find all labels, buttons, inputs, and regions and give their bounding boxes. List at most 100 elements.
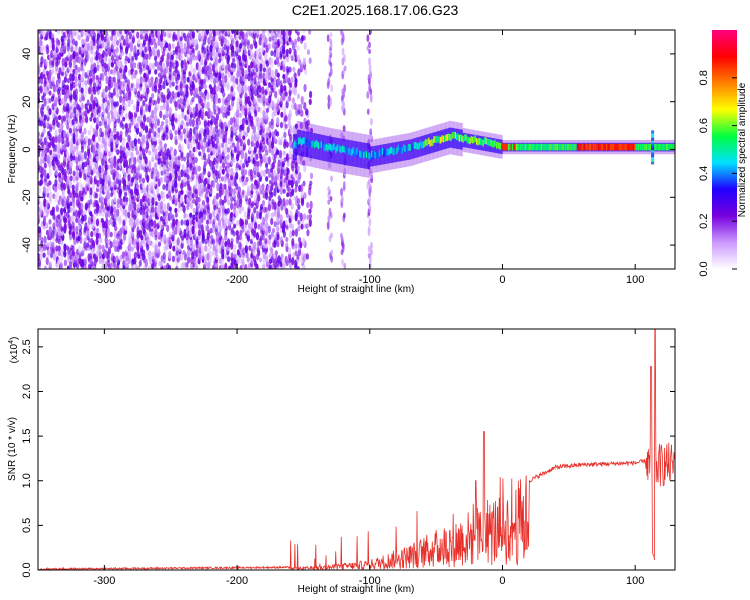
noise-band-cell — [341, 47, 345, 56]
noise-cell — [58, 128, 62, 134]
noise-cell — [276, 231, 280, 238]
signal-core — [372, 152, 374, 159]
noise-cell — [57, 250, 62, 257]
noise-cell — [232, 230, 236, 237]
noise-cell — [86, 157, 90, 166]
noise-cell — [290, 39, 294, 45]
noise-cell — [214, 93, 219, 101]
y-tick-label: 1.0 — [21, 473, 33, 488]
signal-core — [320, 141, 323, 149]
signal-core — [487, 138, 490, 146]
noise-cell — [87, 129, 92, 136]
noise-cell — [133, 257, 137, 265]
noise-cell — [68, 223, 72, 231]
noise-cell — [148, 160, 152, 169]
noise-cell — [71, 188, 75, 196]
noise-cell — [156, 131, 161, 139]
noise-cell — [42, 128, 46, 134]
noise-cell — [217, 218, 222, 227]
signal-core — [664, 143, 666, 151]
signal-core — [357, 151, 360, 158]
noise-cell — [142, 99, 146, 107]
noise-cell — [256, 246, 260, 253]
noise-cell — [57, 39, 61, 46]
noise-cell — [43, 215, 47, 222]
noise-cell — [48, 219, 52, 225]
signal-core — [456, 133, 458, 141]
signal-core — [376, 151, 378, 159]
signal-core — [608, 143, 611, 151]
noise-cell — [220, 121, 224, 130]
noise-cell — [142, 134, 146, 143]
noise-cell — [142, 122, 146, 131]
noise-cell — [107, 111, 111, 120]
noise-cell — [60, 207, 64, 216]
noise-cell — [274, 90, 278, 99]
noise-cell — [106, 34, 111, 41]
noise-cell — [38, 252, 41, 262]
noise-cell — [60, 71, 65, 77]
noise-cell — [229, 202, 234, 211]
noise-cell — [268, 66, 272, 76]
noise-cell — [38, 131, 41, 137]
noise-cell — [113, 206, 117, 214]
signal-core — [312, 139, 315, 147]
x-tick-label: -200 — [226, 274, 248, 286]
noise-cell — [154, 201, 158, 207]
noise-cell — [203, 204, 207, 211]
noise-cell — [142, 249, 146, 258]
y-tick-label: 20 — [21, 96, 33, 108]
signal-core — [552, 143, 555, 151]
noise-cell — [48, 108, 52, 116]
noise-cell — [185, 127, 189, 135]
noise-cell — [39, 200, 43, 210]
noise-cell — [66, 102, 70, 112]
noise-cell — [81, 258, 85, 268]
noise-cell — [83, 150, 88, 160]
noise-cell — [43, 235, 47, 244]
signal-core — [644, 143, 646, 151]
noise-cell — [63, 168, 67, 176]
noise-cell — [150, 219, 154, 227]
noise-cell — [255, 153, 259, 160]
noise-cell — [48, 69, 52, 79]
noise-cell — [299, 103, 303, 111]
noise-cell — [125, 34, 129, 43]
noise-cell — [62, 215, 67, 224]
noise-cell — [215, 200, 219, 208]
signal-core — [336, 144, 339, 152]
noise-cell — [98, 257, 102, 265]
noise-cell — [249, 169, 253, 177]
signal-core — [292, 142, 295, 150]
noise-cell — [183, 59, 187, 65]
noise-cell — [154, 206, 158, 214]
noise-cell — [54, 169, 59, 176]
signal-core — [318, 142, 320, 150]
noise-cell — [104, 236, 108, 245]
signal-core — [394, 148, 397, 155]
noise-cell — [168, 79, 173, 88]
noise-cell — [41, 103, 45, 111]
noise-cell — [127, 127, 132, 134]
noise-cell — [100, 200, 104, 210]
noise-cell — [160, 120, 165, 126]
noise-cell — [259, 169, 264, 176]
noise-cell — [235, 229, 239, 237]
noise-cell — [285, 236, 289, 243]
signal-core — [356, 147, 358, 155]
noise-cell — [194, 259, 198, 269]
noise-cell — [194, 87, 198, 95]
noise-band-cell — [327, 77, 331, 86]
noise-cell — [45, 222, 49, 229]
noise-cell — [299, 241, 303, 249]
noise-band-cell — [330, 84, 334, 93]
noise-cell — [159, 84, 163, 91]
noise-cell — [98, 165, 102, 174]
noise-cell — [98, 120, 102, 127]
signal-core — [303, 136, 305, 144]
noise-band-cell — [328, 207, 332, 217]
noise-cell — [64, 61, 68, 68]
noise-cell — [288, 47, 292, 55]
colorbar-tick-label: 0.0 — [698, 261, 710, 276]
signal-core — [510, 143, 512, 151]
